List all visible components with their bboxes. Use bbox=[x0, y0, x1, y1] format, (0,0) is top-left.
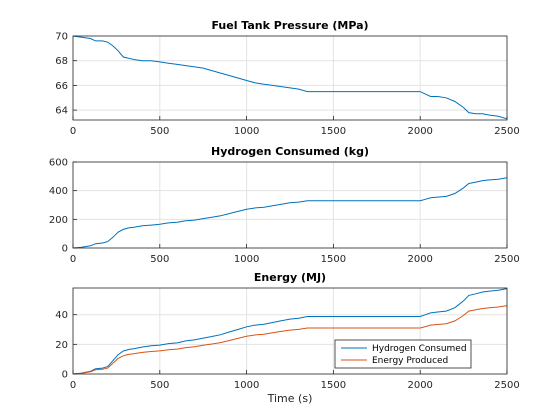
series-line-1 bbox=[72, 35, 508, 120]
series-line-2 bbox=[72, 305, 508, 375]
x-tick-label: 0 bbox=[70, 126, 76, 137]
x-tick-label: 500 bbox=[150, 254, 169, 265]
x-tick-label: 2500 bbox=[494, 254, 519, 265]
x-axis-label: Time (s) bbox=[267, 392, 313, 405]
y-tick-label: 20 bbox=[55, 340, 68, 351]
legend-label: Hydrogen Consumed bbox=[372, 344, 467, 354]
axes-box bbox=[72, 287, 508, 375]
x-tick-label: 2500 bbox=[494, 380, 519, 391]
x-tick-label: 1500 bbox=[321, 380, 346, 391]
plot-area bbox=[73, 36, 507, 120]
axes-box bbox=[72, 161, 508, 249]
plot-area bbox=[73, 162, 507, 248]
chart-title: Fuel Tank Pressure (MPa) bbox=[211, 19, 368, 32]
x-tick-label: 1500 bbox=[321, 254, 346, 265]
y-tick-label: 64 bbox=[55, 106, 68, 117]
y-tick-label: 40 bbox=[55, 310, 68, 321]
x-tick-label: 0 bbox=[70, 380, 76, 391]
y-tick-label: 600 bbox=[49, 158, 68, 169]
y-tick-label: 66 bbox=[55, 81, 68, 92]
series-line-1 bbox=[72, 288, 508, 375]
y-tick-label: 0 bbox=[62, 370, 68, 381]
y-tick-label: 0 bbox=[62, 244, 68, 255]
x-tick-label: 1000 bbox=[234, 254, 259, 265]
x-tick-label: 1500 bbox=[321, 126, 346, 137]
axes-box bbox=[72, 35, 508, 121]
subplot-2: 0 500 1000 1500 2000 2500 0 200 400 600 Hydrogen C… bbox=[49, 145, 520, 265]
y-tick-label: 400 bbox=[49, 186, 68, 197]
chart-title: Energy (MJ) bbox=[254, 271, 326, 284]
y-tick-label: 70 bbox=[55, 32, 68, 43]
y-tick-label: 200 bbox=[49, 215, 68, 226]
legend-box bbox=[334, 339, 472, 369]
x-tick-label: 0 bbox=[70, 254, 76, 265]
subplot-1: 0 500 1000 1500 2000 2500 64 66 68 70 Fuel Tank Pr… bbox=[55, 19, 519, 137]
x-tick-label: 500 bbox=[150, 380, 169, 391]
y-tick-label: 68 bbox=[55, 56, 68, 67]
x-tick-label: 2500 bbox=[494, 126, 519, 137]
legend-label: Energy Produced bbox=[372, 356, 448, 366]
x-tick-label: 2000 bbox=[407, 254, 432, 265]
series-line-1 bbox=[72, 177, 508, 249]
x-tick-label: 1000 bbox=[234, 126, 259, 137]
x-tick-label: 2000 bbox=[407, 126, 432, 137]
x-tick-label: 500 bbox=[150, 126, 169, 137]
chart-title: Hydrogen Consumed (kg) bbox=[211, 145, 369, 158]
subplot-3: 0 500 1000 1500 2000 2500 0 20 40 Energy (MJ) Time… bbox=[55, 271, 519, 405]
legend: Hydrogen Consumed Energy Produced bbox=[334, 339, 472, 369]
x-tick-label: 2000 bbox=[407, 380, 432, 391]
x-tick-label: 1000 bbox=[234, 380, 259, 391]
